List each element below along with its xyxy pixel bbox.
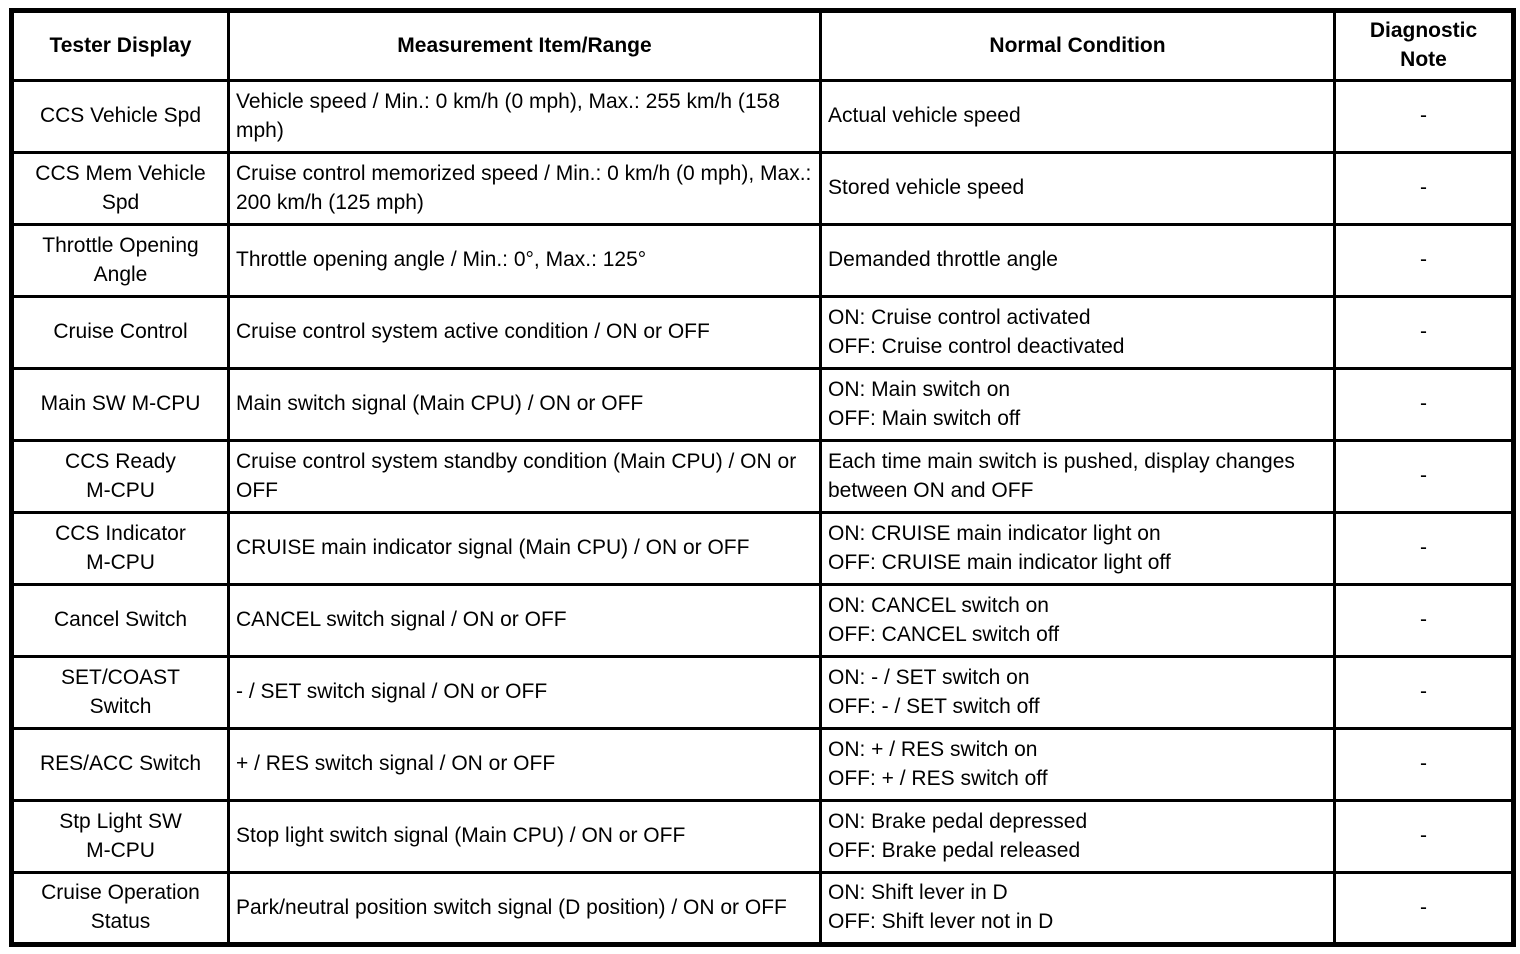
cell-tester-display: CCS Vehicle Spd [10, 79, 230, 154]
table-row: Main SW M-CPU Main switch signal (Main C… [10, 367, 1515, 442]
cell-tester-display: CCS Ready M-CPU [10, 439, 230, 514]
cell-normal-condition: ON: Shift lever in D OFF: Shift lever no… [819, 871, 1336, 946]
cell-tester-display: SET/COAST Switch [10, 655, 230, 730]
table-row: Cruise Operation Status Park/neutral pos… [10, 871, 1515, 946]
cell-diagnostic-note: - [1333, 799, 1515, 874]
table-row: CCS Ready M-CPU Cruise control system st… [10, 439, 1515, 514]
cell-tester-display: Main SW M-CPU [10, 367, 230, 442]
col-header-measurement-range: Measurement Item/Range [227, 9, 822, 82]
table-row: CCS Vehicle Spd Vehicle speed / Min.: 0 … [10, 79, 1515, 154]
cell-measurement-range: Main switch signal (Main CPU) / ON or OF… [227, 367, 822, 442]
cell-diagnostic-note: - [1333, 151, 1515, 226]
cell-normal-condition: Actual vehicle speed [819, 79, 1336, 154]
cell-tester-display: CCS Indicator M-CPU [10, 511, 230, 586]
cell-normal-condition: ON: CANCEL switch on OFF: CANCEL switch … [819, 583, 1336, 658]
cell-tester-display: Throttle Opening Angle [10, 223, 230, 298]
cell-diagnostic-note: - [1333, 655, 1515, 730]
cell-normal-condition: Demanded throttle angle [819, 223, 1336, 298]
table-row: Cruise Control Cruise control system act… [10, 295, 1515, 370]
table-row: CCS Indicator M-CPU CRUISE main indicato… [10, 511, 1515, 586]
cell-normal-condition: ON: + / RES switch on OFF: + / RES switc… [819, 727, 1336, 802]
cell-tester-display: CCS Mem Vehicle Spd [10, 151, 230, 226]
cell-measurement-range: Cruise control memorized speed / Min.: 0… [227, 151, 822, 226]
cell-diagnostic-note: - [1333, 511, 1515, 586]
cell-measurement-range: Cruise control system standby condition … [227, 439, 822, 514]
cell-measurement-range: Throttle opening angle / Min.: 0°, Max.:… [227, 223, 822, 298]
cell-tester-display: RES/ACC Switch [10, 727, 230, 802]
table-row: Throttle Opening Angle Throttle opening … [10, 223, 1515, 298]
cell-diagnostic-note: - [1333, 367, 1515, 442]
table-row: Stp Light SW M-CPU Stop light switch sig… [10, 799, 1515, 874]
cell-normal-condition: Each time main switch is pushed, display… [819, 439, 1336, 514]
cell-measurement-range: CANCEL switch signal / ON or OFF [227, 583, 822, 658]
cell-normal-condition: ON: - / SET switch on OFF: - / SET switc… [819, 655, 1336, 730]
table-row: SET/COAST Switch - / SET switch signal /… [10, 655, 1515, 730]
cell-tester-display: Cancel Switch [10, 583, 230, 658]
cell-measurement-range: - / SET switch signal / ON or OFF [227, 655, 822, 730]
cell-measurement-range: Stop light switch signal (Main CPU) / ON… [227, 799, 822, 874]
header-row: Tester Display Measurement Item/Range No… [10, 9, 1515, 82]
cell-diagnostic-note: - [1333, 223, 1515, 298]
cell-measurement-range: + / RES switch signal / ON or OFF [227, 727, 822, 802]
cell-normal-condition: ON: Brake pedal depressed OFF: Brake ped… [819, 799, 1336, 874]
cell-normal-condition: ON: Main switch on OFF: Main switch off [819, 367, 1336, 442]
table-row: CCS Mem Vehicle Spd Cruise control memor… [10, 151, 1515, 226]
cell-measurement-range: Cruise control system active condition /… [227, 295, 822, 370]
cell-normal-condition: ON: CRUISE main indicator light on OFF: … [819, 511, 1336, 586]
table-row: RES/ACC Switch + / RES switch signal / O… [10, 727, 1515, 802]
cell-diagnostic-note: - [1333, 439, 1515, 514]
cell-normal-condition: Stored vehicle speed [819, 151, 1336, 226]
cell-diagnostic-note: - [1333, 295, 1515, 370]
cell-tester-display: Cruise Control [10, 295, 230, 370]
table-header: Tester Display Measurement Item/Range No… [10, 9, 1515, 82]
cell-diagnostic-note: - [1333, 871, 1515, 946]
table-body: CCS Vehicle Spd Vehicle speed / Min.: 0 … [10, 79, 1515, 946]
cell-diagnostic-note: - [1333, 79, 1515, 154]
table-row: Cancel Switch CANCEL switch signal / ON … [10, 583, 1515, 658]
cell-diagnostic-note: - [1333, 583, 1515, 658]
col-header-diagnostic-note: Diagnostic Note [1333, 9, 1515, 82]
cell-diagnostic-note: - [1333, 727, 1515, 802]
cell-measurement-range: CRUISE main indicator signal (Main CPU) … [227, 511, 822, 586]
cell-tester-display: Cruise Operation Status [10, 871, 230, 946]
cell-measurement-range: Park/neutral position switch signal (D p… [227, 871, 822, 946]
col-header-normal-condition: Normal Condition [819, 9, 1336, 82]
cell-tester-display: Stp Light SW M-CPU [10, 799, 230, 874]
cell-normal-condition: ON: Cruise control activated OFF: Cruise… [819, 295, 1336, 370]
data-list-table: Tester Display Measurement Item/Range No… [9, 8, 1516, 947]
col-header-tester-display: Tester Display [10, 9, 230, 82]
cell-measurement-range: Vehicle speed / Min.: 0 km/h (0 mph), Ma… [227, 79, 822, 154]
